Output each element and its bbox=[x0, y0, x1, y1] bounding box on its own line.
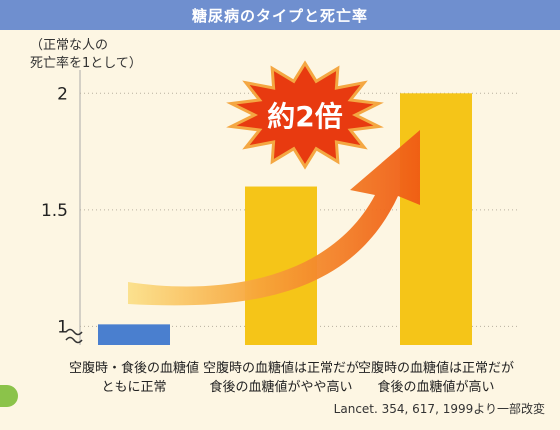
y-tick-label: 2 bbox=[57, 84, 68, 104]
source-citation: Lancet. 354, 617, 1999より一部改変 bbox=[333, 402, 545, 416]
starburst-callout bbox=[226, 60, 384, 170]
category-label: 食後の血糖値が高い bbox=[377, 379, 494, 395]
category-label: ともに正常 bbox=[101, 380, 166, 395]
y-axis-label: （正常な人の 死亡率を1として） bbox=[30, 38, 142, 71]
y-tick-label: 1.5 bbox=[41, 201, 68, 221]
bar bbox=[400, 93, 472, 345]
category-label: 食後の血糖値がやや高い bbox=[209, 379, 352, 395]
chart-title: 糖尿病のタイプと死亡率 bbox=[0, 0, 560, 30]
axis-break-icon bbox=[65, 328, 83, 344]
bar bbox=[98, 324, 170, 345]
trend-arrow bbox=[128, 130, 420, 306]
y-tick-label: 1 bbox=[57, 317, 68, 337]
category-label: 空腹時の血糖値は正常だが bbox=[358, 360, 514, 376]
green-tab-decoration bbox=[0, 385, 18, 407]
category-label: 空腹時の血糖値は正常だが bbox=[203, 360, 359, 376]
callout-text: 約2倍 bbox=[267, 100, 342, 133]
category-label: 空腹時・食後の血糖値 bbox=[69, 360, 199, 376]
